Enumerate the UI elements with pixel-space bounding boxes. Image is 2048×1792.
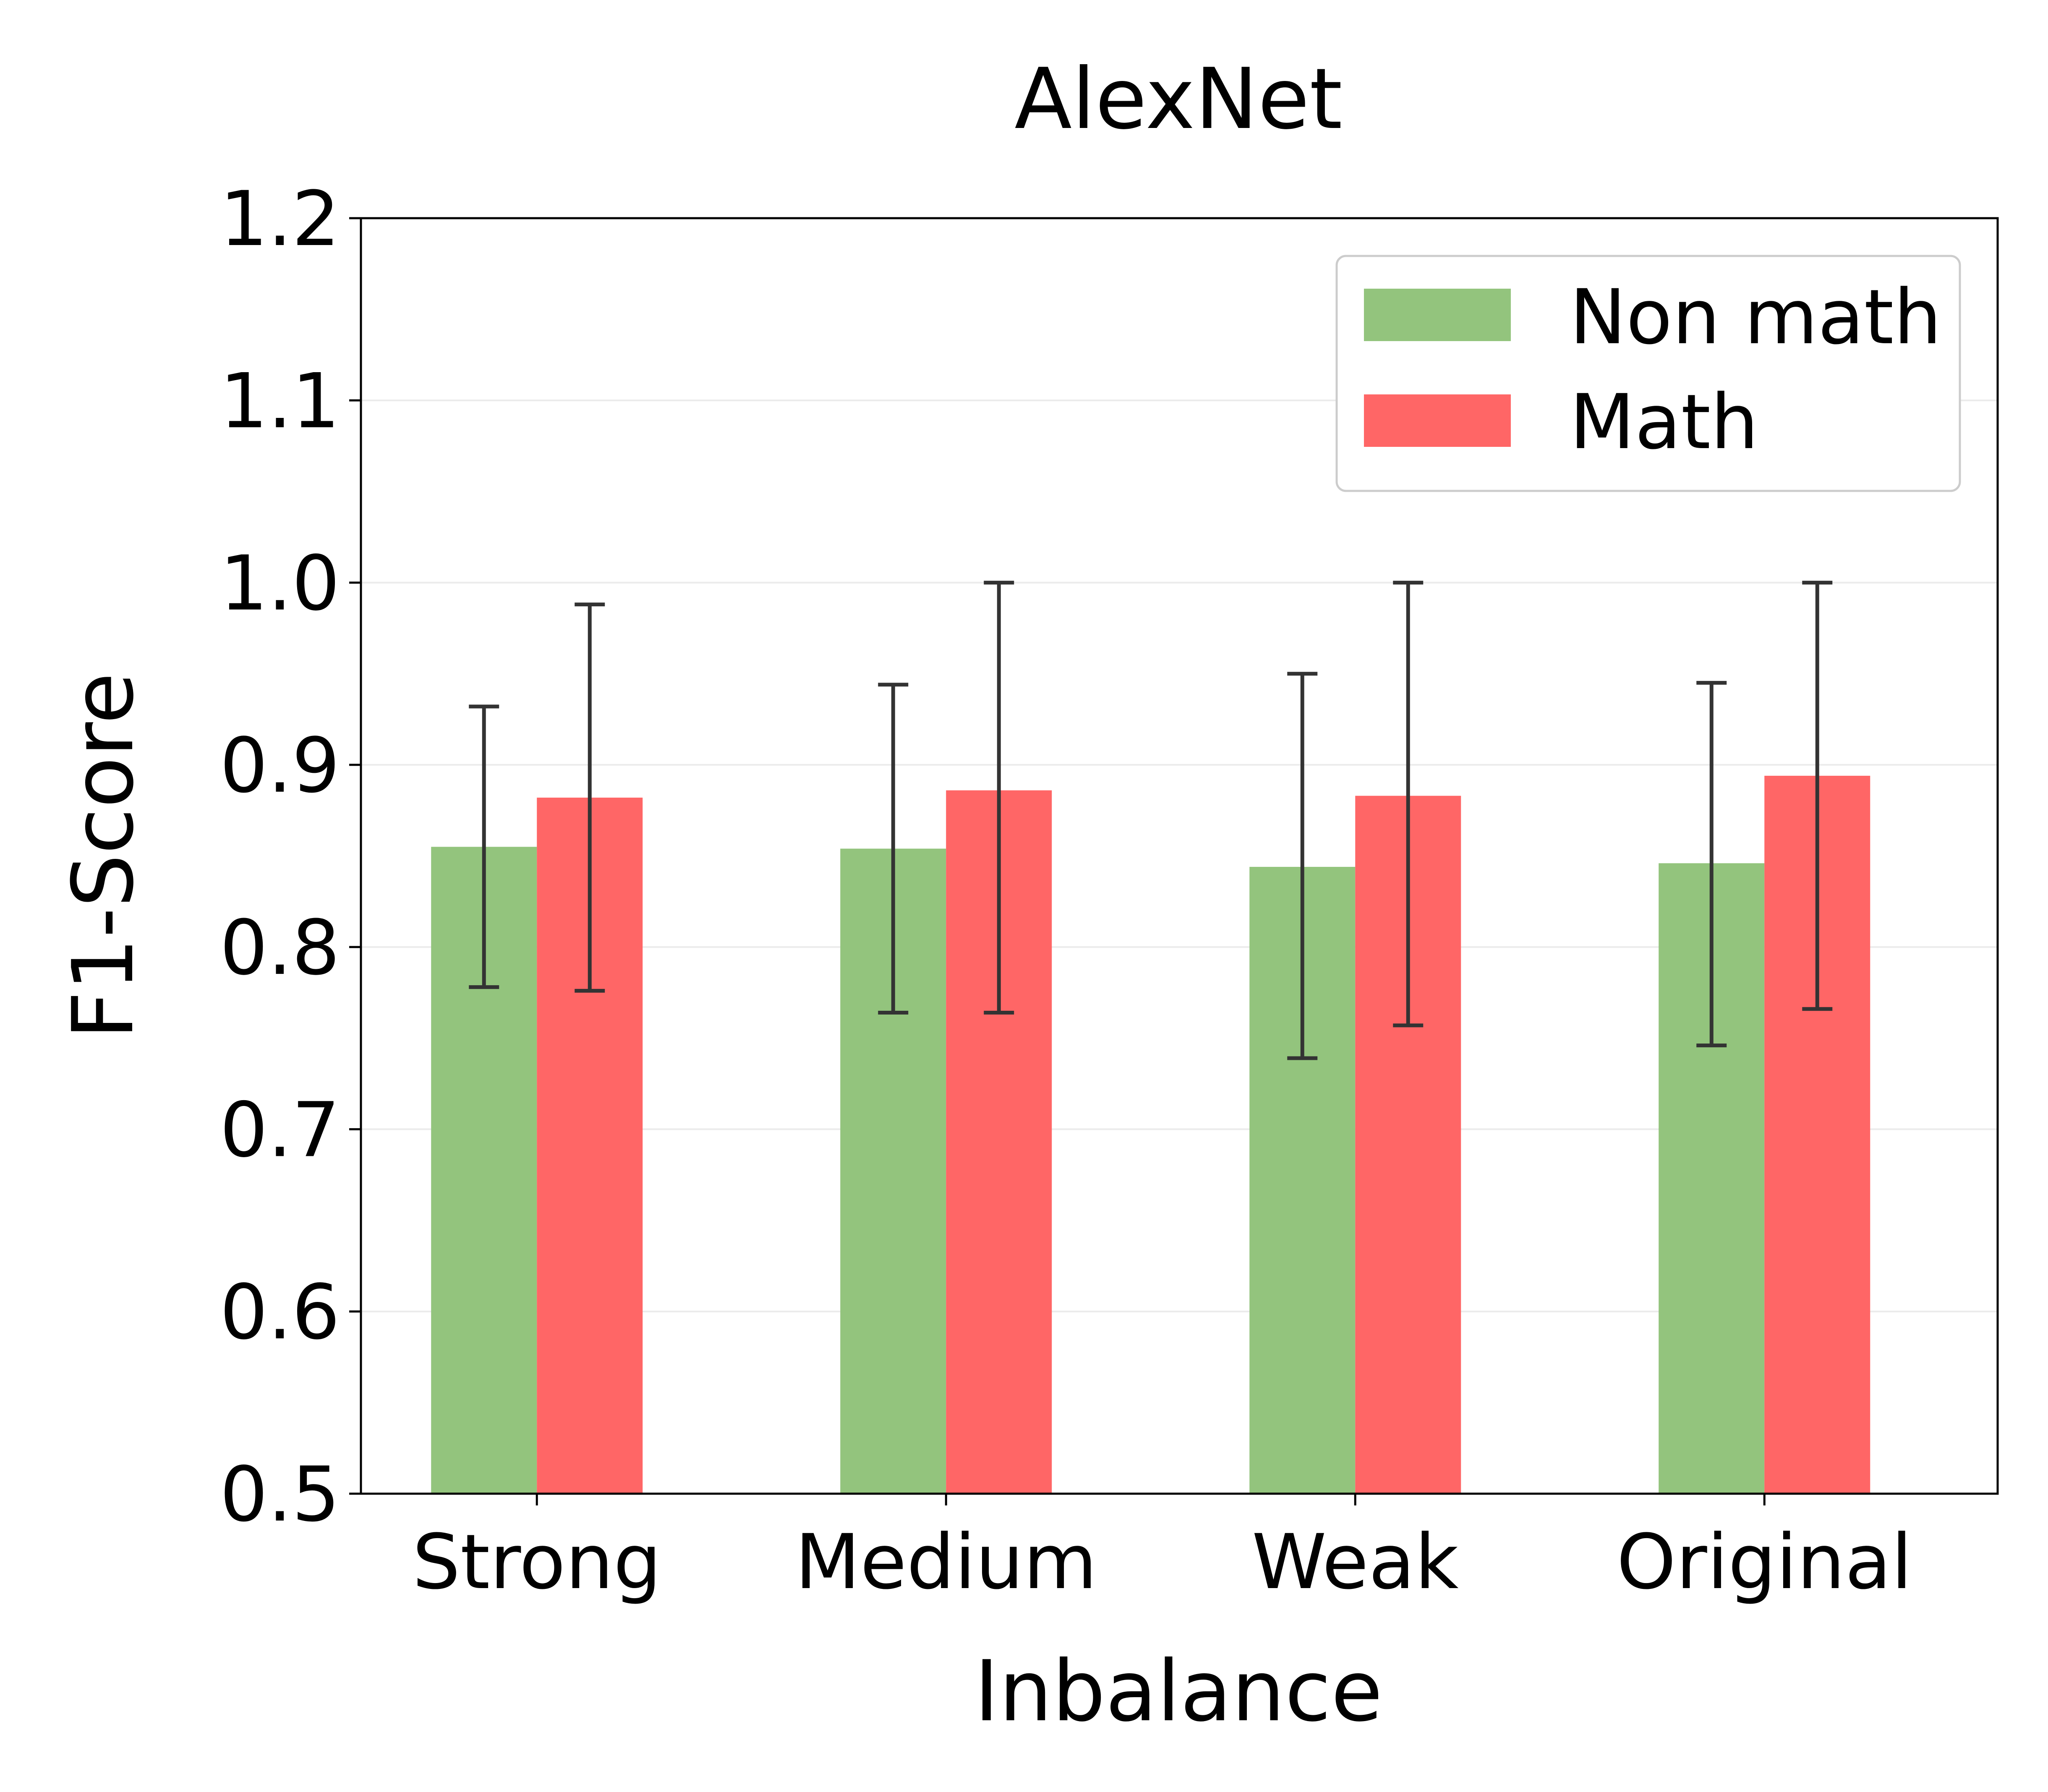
- x-tick-label: Strong: [413, 1518, 661, 1606]
- x-axis-ticks: Strong Medium Weak Original: [413, 1494, 1912, 1606]
- x-tick-label: Original: [1617, 1518, 1912, 1606]
- x-tick-label: Weak: [1252, 1518, 1459, 1606]
- bars: [431, 775, 1870, 1494]
- legend: Non math Math: [1335, 255, 1961, 492]
- plot-frame: [360, 217, 1999, 1495]
- legend-swatch-non-math: [1364, 289, 1511, 341]
- x-tick-label: Medium: [795, 1518, 1097, 1606]
- y-tick-label: 1.1: [220, 357, 340, 445]
- y-tick-label: 0.8: [220, 904, 340, 992]
- y-tick-label: 1.2: [220, 175, 340, 263]
- y-axis-ticks: 0.5 0.6 0.7 0.8 0.9 1.0 1.1 1.2: [220, 175, 361, 1539]
- y-axis-label: F1-Score: [55, 673, 152, 1040]
- y-tick-label: 0.9: [220, 722, 340, 810]
- y-tick-label: 1.0: [220, 540, 340, 628]
- y-tick-label: 0.7: [220, 1086, 340, 1174]
- y-tick-label: 0.5: [220, 1451, 340, 1539]
- legend-label-math: Math: [1570, 378, 1758, 466]
- chart-title: AlexNet: [1014, 50, 1342, 148]
- x-axis-label: Inbalance: [974, 1643, 1382, 1740]
- legend-label-non-math: Non math: [1570, 274, 1941, 361]
- y-tick-label: 0.6: [220, 1269, 340, 1356]
- legend-swatch-math: [1364, 394, 1511, 447]
- error-bars: [469, 581, 1833, 1060]
